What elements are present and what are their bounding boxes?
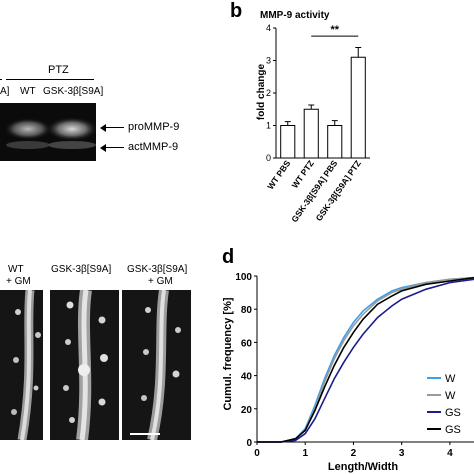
ptz-group-label: PTZ bbox=[48, 64, 69, 76]
arrow-act bbox=[104, 147, 124, 148]
scale-bar bbox=[130, 433, 160, 435]
chart-d-xtick-label: 2 bbox=[351, 448, 357, 459]
chart-b-bar bbox=[350, 56, 366, 159]
band-label-act: actMMP-9 bbox=[128, 141, 179, 153]
chart-cumulative-frequency: Cumul. frequency [%] Length/Width 020406… bbox=[222, 272, 474, 473]
chart-d-xtick-label: 3 bbox=[399, 448, 405, 459]
chart-d-legend-label: W bbox=[445, 373, 456, 385]
gel-bands bbox=[4, 117, 98, 149]
ptz-group-line-left-tick bbox=[0, 79, 2, 80]
arrow-act-head bbox=[100, 144, 106, 152]
chart-b-bar bbox=[280, 125, 296, 159]
chart-d-legend-label: GS bbox=[445, 424, 461, 436]
chart-b-ytick-label: 1 bbox=[266, 121, 271, 131]
ptz-group-line bbox=[6, 79, 94, 80]
gel-band-wt bbox=[4, 118, 52, 140]
chart-b-title: MMP-9 activity bbox=[260, 10, 330, 21]
micro-label-gsk: GSK-3β[S9A] bbox=[51, 264, 112, 275]
chart-b-ytick-label: 0 bbox=[266, 153, 271, 163]
band-label-pro: proMMP-9 bbox=[128, 121, 180, 133]
arrow-pro-head bbox=[100, 124, 106, 132]
chart-d-series-line bbox=[257, 276, 474, 443]
chart-b-significance-label: ** bbox=[330, 24, 339, 36]
micro-label-gskgm-2: + GM bbox=[148, 276, 173, 287]
chart-d-legend-label: W bbox=[445, 390, 456, 402]
micro-label-wt-2: + GM bbox=[6, 276, 31, 287]
chart-d-ytick-label: 100 bbox=[235, 272, 252, 283]
micrograph-wt-gm bbox=[0, 290, 43, 440]
chart-d-legend-label: GS bbox=[445, 407, 461, 419]
chart-d-ytick-label: 80 bbox=[241, 305, 253, 316]
lane-label-wt: WT bbox=[20, 86, 36, 97]
micro-label-wt-1: WT bbox=[8, 264, 24, 275]
chart-d-series-line bbox=[257, 276, 474, 443]
chart-d-ytick-label: 40 bbox=[241, 372, 253, 383]
chart-d-xtick-label: 4 bbox=[447, 448, 453, 459]
chart-b-category-label: WT PBS bbox=[265, 158, 292, 191]
gel-image bbox=[0, 103, 98, 161]
chart-b-ytick-label: 2 bbox=[266, 88, 271, 98]
micrograph-gsk bbox=[50, 290, 119, 440]
chart-d-xtick-label: 1 bbox=[302, 448, 308, 459]
chart-d-xlabel: Length/Width bbox=[328, 461, 398, 473]
chart-b-category-label: GSK-3β[S9A] PTZ bbox=[314, 158, 363, 223]
lane-label-gsk: GSK-3β[S9A] bbox=[43, 86, 104, 97]
chart-b-ytick-label: 3 bbox=[266, 56, 271, 66]
chart-d-ytick-label: 20 bbox=[241, 405, 253, 416]
arrow-pro bbox=[104, 127, 124, 128]
micro-label-gskgm-1: GSK-3β[S9A] bbox=[127, 264, 188, 275]
chart-b-bar bbox=[327, 125, 343, 159]
chart-d-xtick-label: 0 bbox=[254, 448, 260, 459]
chart-d-series-line bbox=[257, 278, 474, 443]
gel-band-act-gsk bbox=[48, 141, 96, 149]
gel-band-act-wt bbox=[6, 141, 50, 149]
chart-d-ytick-label: 60 bbox=[241, 338, 253, 349]
lane-label-partial: A] bbox=[0, 86, 10, 97]
gel-band-gsk bbox=[46, 117, 98, 141]
chart-d-ytick-label: 0 bbox=[246, 438, 252, 449]
chart-d-ylabel: Cumul. frequency [%] bbox=[222, 297, 234, 410]
micrograph-gsk-gm bbox=[122, 290, 191, 440]
chart-d-series-line bbox=[257, 276, 474, 443]
panel-letter-d: d bbox=[222, 246, 235, 268]
chart-b-ylabel: fold change bbox=[256, 64, 267, 121]
panel-letter-b: b bbox=[230, 0, 243, 22]
chart-b-bar bbox=[303, 108, 319, 159]
chart-b-ytick-label: 4 bbox=[266, 23, 271, 33]
